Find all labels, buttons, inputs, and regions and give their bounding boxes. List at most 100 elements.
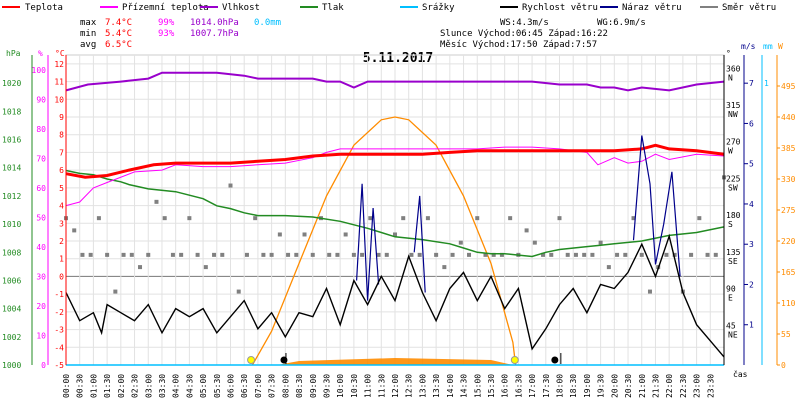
wind-direction-point	[138, 265, 143, 270]
wind-direction-point	[343, 232, 348, 237]
tick-label-time: 05:30	[213, 374, 222, 398]
tick-label-temperature: 4	[59, 202, 64, 211]
stats-min-label: min	[80, 29, 96, 39]
tick-label-compass: E	[728, 294, 733, 303]
legend-label-naraz-vetru: Náraz větru	[622, 3, 682, 13]
tick-label-pressure: 1020	[2, 79, 21, 88]
wind-direction-point	[532, 240, 537, 245]
wind-direction-point	[697, 216, 702, 221]
wind-direction-point	[450, 252, 455, 257]
wind-direction-point	[253, 216, 258, 221]
tick-label-temperature: 10	[54, 95, 64, 104]
tick-label-wind: 4	[749, 200, 754, 209]
tick-label-temperature: -5	[54, 361, 64, 370]
tick-label-rain: 1	[764, 79, 769, 88]
tick-label-direction: 360	[726, 64, 741, 73]
series-wind-gust	[413, 195, 426, 293]
wind-direction-point	[425, 216, 430, 221]
wind-direction-point	[508, 216, 513, 221]
tick-label-time: 03:30	[158, 374, 167, 398]
tick-label-solar: 440	[781, 113, 796, 122]
wind-direction-point	[549, 252, 554, 257]
wind-direction-point	[286, 252, 291, 257]
tick-label-direction: 315	[726, 101, 741, 110]
tick-label-temperature: 2	[59, 237, 64, 246]
wind-direction-point	[524, 228, 529, 233]
tick-label-temperature: 3	[59, 219, 64, 228]
wind-direction-point	[335, 252, 340, 257]
stats-avg-label: avg	[80, 40, 96, 50]
wind-direction-point	[88, 252, 93, 257]
tick-label-pressure: 1008	[2, 248, 21, 257]
tick-label-direction: 225	[726, 174, 741, 183]
wind-direction-point	[483, 252, 488, 257]
series-wind-speed	[65, 233, 725, 358]
tick-label-compass: NE	[728, 330, 738, 339]
wind-direction-point	[212, 252, 217, 257]
wind-direction-point	[302, 232, 307, 237]
tick-label-compass: SE	[728, 257, 738, 266]
stats-min-press: 1007.7hPa	[190, 29, 239, 39]
wind-direction-point	[434, 252, 439, 257]
legend-label-teplota: Teplota	[25, 3, 63, 13]
legend-label-tlak: Tlak	[322, 3, 344, 13]
wind-direction-point	[557, 216, 562, 221]
wind-direction-point	[475, 216, 480, 221]
tick-label-time: 16:30	[514, 374, 523, 398]
tick-label-temperature: 8	[59, 131, 64, 140]
tick-label-wind: 2	[749, 280, 754, 289]
tick-label-time: 12:00	[391, 374, 400, 398]
stats-ws: WS:4.3m/s	[500, 18, 549, 28]
wind-direction-point	[631, 216, 636, 221]
wind-direction-point	[384, 252, 389, 257]
wind-direction-point	[162, 216, 167, 221]
wind-direction-point	[598, 240, 603, 245]
tick-label-pressure: 1016	[2, 136, 21, 145]
wind-direction-point	[269, 252, 274, 257]
tick-label-time: 17:30	[542, 374, 551, 398]
stats-avg-temp: 6.5°C	[105, 40, 132, 50]
tick-label-time: 15:00	[473, 374, 482, 398]
legend: Teplota Přízemní teplota Vlhkost Tlak Sr…	[0, 0, 800, 13]
tick-label-humidity: 20	[36, 302, 46, 311]
tick-label-solar: 330	[781, 175, 796, 184]
tick-label-time: 00:30	[76, 374, 85, 398]
tick-label-solar: 495	[781, 82, 796, 91]
tick-label-humidity: 80	[36, 125, 46, 134]
tick-label-time: 06:00	[227, 374, 236, 398]
tick-label-wind: 6	[749, 119, 754, 128]
axes-layer: 1020101810161014101210101008100610041002…	[2, 55, 796, 398]
wind-direction-point	[615, 252, 620, 257]
tick-label-pressure: 1018	[2, 107, 21, 116]
tick-label-direction: 135	[726, 248, 741, 257]
wind-direction-point	[351, 252, 356, 257]
tick-label-time: 03:00	[144, 374, 153, 398]
tick-label-temperature: 6	[59, 166, 64, 175]
wind-direction-point	[623, 252, 628, 257]
tick-label-direction: 90	[726, 285, 736, 294]
legend-label-vlhkost: Vlhkost	[222, 3, 260, 13]
tick-label-pressure: 1012	[2, 192, 21, 201]
tick-label-compass: SW	[728, 183, 738, 192]
tick-label-direction: 180	[726, 211, 741, 220]
tick-label-time: 09:30	[322, 374, 331, 398]
tick-label-time: 07:00	[254, 374, 263, 398]
tick-label-pressure: 1000	[2, 361, 21, 370]
axis-unit-wind: m/s	[741, 42, 756, 51]
markers-layer	[247, 353, 562, 364]
wind-direction-point	[393, 232, 397, 237]
wind-direction-point	[541, 252, 546, 257]
wind-direction-point	[573, 252, 578, 257]
legend-label-prizemni-teplota: Přízemní teplota	[122, 3, 209, 13]
wind-direction-point	[376, 252, 381, 257]
wind-direction-point	[360, 252, 365, 257]
wind-direction-point	[417, 252, 422, 257]
tick-label-time: 13:00	[418, 374, 427, 398]
stats-max-rain: 0.0mm	[254, 18, 281, 28]
tick-label-time: 08:30	[295, 374, 304, 398]
stats-min-temp: 5.4°C	[105, 29, 132, 39]
axis-unit-direction: °	[726, 49, 731, 58]
wind-direction-point	[146, 252, 151, 257]
wind-direction-point	[458, 240, 463, 245]
